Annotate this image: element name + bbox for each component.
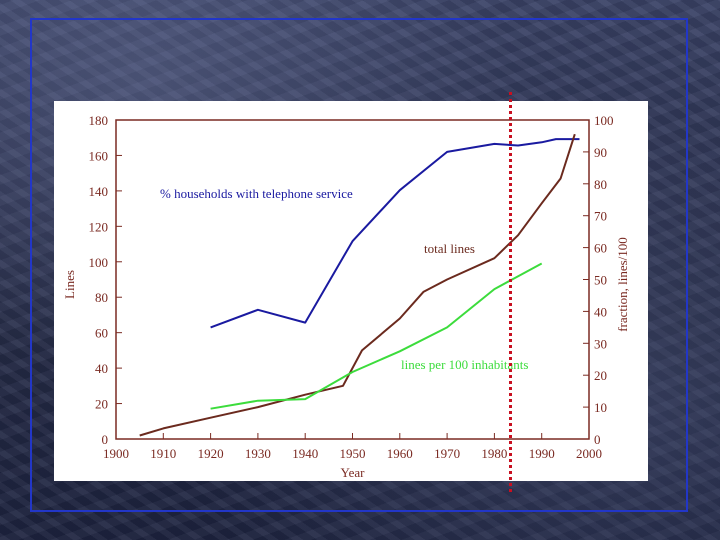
series-line-households: [210, 138, 580, 329]
y-right-tick-label: 90: [594, 145, 607, 160]
x-tick-label: 1980: [481, 446, 507, 461]
reference-marker-line: [509, 92, 512, 492]
y-right-tick-label: 100: [594, 113, 614, 128]
y-left-tick-label: 120: [89, 219, 109, 234]
y-left-tick-label: 140: [89, 184, 109, 199]
x-tick-label: 1910: [150, 446, 176, 461]
y-right-tick-label: 20: [594, 368, 607, 383]
series-label-total-lines: total lines: [424, 241, 475, 256]
y-left-tick-label: 20: [95, 397, 108, 412]
x-tick-label: 1950: [340, 446, 366, 461]
y-left-tick-label: 160: [89, 148, 109, 163]
x-tick-label: 1960: [387, 446, 413, 461]
y-right-tick-label: 10: [594, 400, 607, 415]
series-label-households: % households with telephone service: [160, 186, 353, 201]
series-line-lines-per-100: [210, 262, 543, 410]
y-left-tick-label: 180: [89, 113, 109, 128]
x-tick-label: 2000: [576, 446, 602, 461]
y-right-tick-label: 60: [594, 241, 607, 256]
y-left-tick-label: 60: [95, 326, 108, 341]
chart: 0 20 40 60 80 100 120 140 160 180 0 10 20 30 40 50 60 70…: [62, 113, 630, 480]
y-right-tick-label: 70: [594, 209, 607, 224]
y-left-tick-label: 100: [89, 255, 109, 270]
y-right-tick-label: 80: [594, 177, 607, 192]
plot-area: [115, 119, 590, 440]
x-tick-label: 1940: [292, 446, 318, 461]
x-tick-label: 1900: [103, 446, 129, 461]
y-right-tick-label: 30: [594, 336, 607, 351]
x-tick-label: 1990: [529, 446, 555, 461]
slide-frame: [30, 18, 688, 512]
y-left-tick-label: 40: [95, 361, 108, 376]
y-axis-right-title: fraction, lines/100: [615, 237, 630, 332]
x-tick-label: 1970: [434, 446, 460, 461]
y-axis-left-title: Lines: [62, 270, 77, 299]
series-label-lines-per-100: lines per 100 inhabitants: [401, 357, 528, 372]
y-left-tick-label: 0: [102, 432, 109, 447]
x-tick-label: 1920: [198, 446, 224, 461]
chart-panel: 0 20 40 60 80 100 120 140 160 180 0 10 20 30 40 50 60 70…: [54, 101, 648, 481]
x-tick-label: 1930: [245, 446, 271, 461]
y-right-tick-label: 0: [594, 432, 601, 447]
y-right-tick-label: 50: [594, 273, 607, 288]
series-line-total-lines: [139, 133, 576, 437]
y-left-tick-label: 80: [95, 290, 108, 305]
y-right-tick-label: 40: [594, 304, 607, 319]
x-axis-title: Year: [341, 465, 366, 480]
